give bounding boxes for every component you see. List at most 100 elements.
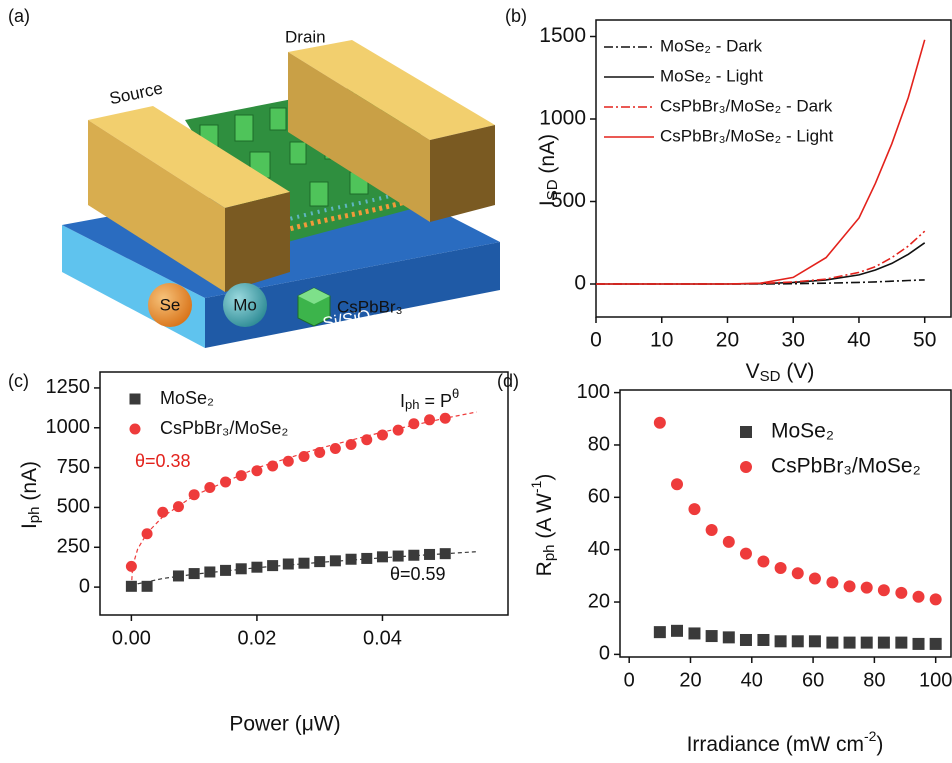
marker	[913, 638, 925, 650]
marker	[142, 581, 153, 592]
marker	[440, 548, 451, 559]
marker	[157, 507, 168, 518]
marker	[706, 524, 718, 536]
marker	[671, 625, 683, 637]
marker	[220, 476, 231, 487]
legend-label: MoSe₂	[160, 388, 214, 408]
y-tick-label: 20	[588, 590, 610, 612]
marker	[757, 634, 769, 646]
marker	[671, 478, 683, 490]
legend-swatch	[740, 426, 752, 438]
t: (nA)	[536, 134, 559, 180]
marker	[408, 550, 419, 561]
t: ph	[405, 397, 419, 412]
y-tick-label: 0	[79, 575, 90, 597]
y-tick-label: 1000	[539, 107, 586, 130]
y-tick-label: 0	[599, 643, 610, 665]
marker	[878, 637, 890, 649]
marker	[267, 560, 278, 571]
marker	[314, 556, 325, 567]
x-tick-label: 60	[802, 669, 824, 691]
marker	[346, 439, 357, 450]
marker	[142, 528, 153, 539]
marker	[723, 536, 735, 548]
marker	[792, 635, 804, 647]
marker	[740, 548, 752, 560]
annotation: Iph = Pθ	[400, 386, 459, 412]
legend-label: MoSe₂ - Light	[660, 66, 763, 85]
marker	[330, 555, 341, 566]
marker	[377, 429, 388, 440]
drain-front	[430, 125, 495, 222]
marker	[654, 417, 666, 429]
legend-label: CsPbBr₃/MoSe₂	[160, 418, 288, 438]
y-tick-label: 500	[551, 189, 586, 212]
x-tick-label: 0.00	[112, 627, 151, 649]
t: SD	[760, 368, 781, 385]
y-tick-label: 80	[588, 433, 610, 455]
y-tick-label: 0	[574, 272, 586, 295]
x-axis-title: VSD (V)	[746, 360, 815, 385]
marker	[236, 470, 247, 481]
marker	[424, 414, 435, 425]
marker	[930, 593, 942, 605]
marker	[775, 562, 787, 574]
marker	[361, 553, 372, 564]
drain-label: Drain	[285, 27, 326, 46]
figure: (a) Source Drain Si/SiO₂ Se Mo CsPbBr₃ (…	[0, 0, 952, 763]
t: -2	[864, 728, 877, 744]
y-tick-label: 40	[588, 538, 610, 560]
marker	[688, 503, 700, 515]
y-tick-label: 60	[588, 486, 610, 508]
marker	[126, 561, 137, 572]
t: (A W	[533, 493, 556, 545]
marker	[654, 626, 666, 638]
marker	[314, 447, 325, 458]
marker	[792, 567, 804, 579]
x-tick-label: 20	[679, 669, 701, 691]
marker	[267, 461, 278, 472]
marker	[440, 413, 451, 424]
marker	[189, 568, 200, 579]
marker	[251, 562, 262, 573]
marker	[361, 434, 372, 445]
x-tick-label: 40	[741, 669, 763, 691]
x-tick-label: 0.02	[237, 627, 276, 649]
marker	[408, 418, 419, 429]
marker	[173, 570, 184, 581]
y-tick-label: 500	[57, 496, 90, 518]
x-axis-title: Power (μW)	[229, 713, 340, 736]
x-tick-label: 10	[650, 329, 673, 352]
marker	[913, 591, 925, 603]
series-line	[596, 243, 925, 284]
marker	[706, 630, 718, 642]
x-tick-label: 40	[847, 329, 870, 352]
t: = P	[419, 391, 452, 411]
t: -1	[528, 480, 544, 493]
marker	[723, 631, 735, 643]
marker	[740, 634, 752, 646]
t: )	[876, 733, 883, 756]
t: R	[533, 561, 556, 576]
legend-swatch	[130, 394, 141, 405]
y-tick-label: 100	[577, 381, 610, 403]
source-label: Source	[108, 79, 165, 109]
annotation: θ=0.38	[135, 451, 191, 471]
t: θ	[452, 386, 459, 401]
t: )	[533, 474, 556, 481]
marker	[775, 635, 787, 647]
marker	[251, 465, 262, 476]
marker	[809, 572, 821, 584]
marker	[844, 637, 856, 649]
marker	[930, 638, 942, 650]
marker	[173, 501, 184, 512]
marker	[346, 554, 357, 565]
marker	[204, 566, 215, 577]
plot-frame	[596, 20, 951, 317]
marker	[189, 489, 200, 500]
marker	[757, 555, 769, 567]
y-tick-label: 1000	[46, 416, 91, 438]
y-tick-label: 750	[57, 456, 90, 478]
x-tick-label: 0	[624, 669, 635, 691]
marker	[393, 551, 404, 562]
